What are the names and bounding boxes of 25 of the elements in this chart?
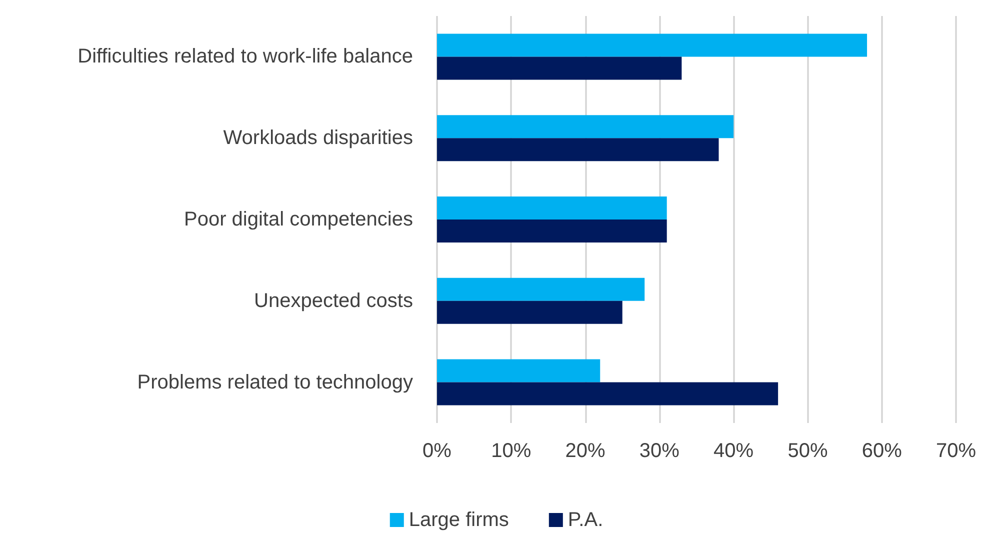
x-tick-label: 30% bbox=[639, 440, 680, 462]
bar bbox=[437, 138, 719, 162]
bar bbox=[437, 196, 667, 220]
x-tick-label: 70% bbox=[936, 440, 976, 462]
legend-label: P.A. bbox=[568, 509, 604, 531]
bar bbox=[437, 382, 778, 406]
x-tick-label: 0% bbox=[422, 440, 452, 462]
x-tick-label: 50% bbox=[788, 440, 828, 462]
bar bbox=[437, 278, 645, 301]
bar bbox=[437, 115, 734, 138]
x-tick-label: 10% bbox=[491, 440, 532, 462]
bar bbox=[437, 220, 667, 242]
legend-label: Large firms bbox=[408, 509, 509, 531]
bar bbox=[437, 56, 682, 80]
y-tick-label: Difficulties related to work-life balance bbox=[78, 46, 413, 68]
bar bbox=[437, 300, 622, 324]
y-tick-label: Workloads disparities bbox=[223, 127, 413, 150]
x-tick-label: 60% bbox=[862, 440, 902, 462]
y-tick-label: Problems related to technology bbox=[137, 371, 413, 394]
x-tick-label: 20% bbox=[565, 440, 606, 462]
bar bbox=[437, 34, 868, 57]
y-tick-label: Unexpected costs bbox=[254, 290, 413, 312]
x-tick-label: 40% bbox=[714, 440, 754, 462]
y-tick-label: Poor digital competencies bbox=[184, 208, 413, 230]
bar bbox=[437, 359, 600, 382]
